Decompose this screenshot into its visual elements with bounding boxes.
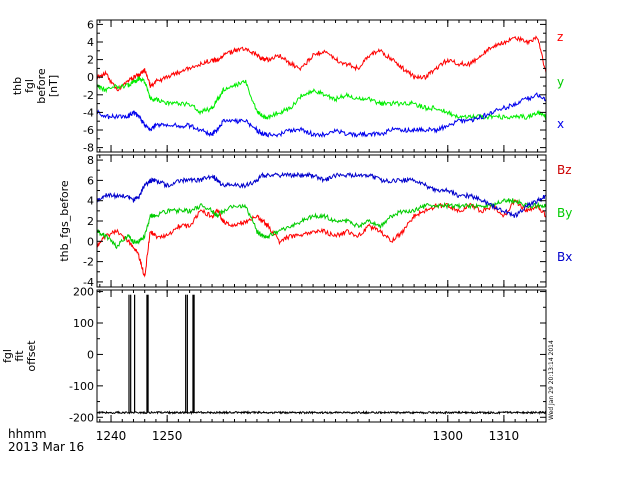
y-tick-label: 4 [87,195,94,208]
panel-frame [96,19,547,153]
legend-label-x: x [557,117,564,131]
y-tick-label: 2 [87,215,94,228]
series-line-z [97,35,546,92]
x-tick-label: 1310 [489,429,520,443]
legend-label-y: y [557,75,564,89]
y-tick-label: -2 [83,89,94,102]
y-tick-label: -6 [83,124,94,137]
x-tick-label: 1240 [96,429,127,443]
series-line-x [97,92,546,138]
series-line-bx [97,171,546,218]
y-axis-label: fgl [23,79,36,93]
y-tick-label: 0 [87,235,94,248]
series-line-y [97,76,546,122]
y-axis-label: thb [11,77,24,95]
legend-label-z: z [557,30,563,44]
y-tick-label: 0 [87,348,94,361]
x-tick-label: 1250 [152,429,183,443]
y-axis-label: fgl [1,349,14,363]
y-tick-label: -100 [69,380,94,393]
y-tick-label: 0 [87,71,94,84]
x-tick-label: 1300 [433,429,464,443]
y-axis-label: fit [13,350,26,362]
y-tick-label: -4 [83,276,94,289]
y-tick-label: -4 [83,106,94,119]
legend-label-bz: Bz [557,163,572,177]
y-axis-label: offset [25,340,38,372]
footer-time-unit: hhmm [8,427,47,441]
y-axis-label: thb_fgs_before [58,180,71,261]
y-tick-label: 6 [87,174,94,187]
y-tick-label: 6 [87,18,94,31]
print-timestamp: Wed Jan 29 20:13:14 2014 [548,340,555,420]
y-tick-label: 8 [87,154,94,167]
y-tick-label: 2 [87,54,94,67]
y-tick-label: 200 [73,286,94,299]
y-tick-label: -8 [83,142,94,155]
footer-date: 2013 Mar 16 [8,440,84,454]
legend-label-bx: Bx [557,250,572,264]
y-tick-label: -200 [69,411,94,424]
offset-baseline [97,410,546,416]
y-tick-label: 100 [73,317,94,330]
y-axis-label: [nT] [47,75,60,97]
y-tick-label: 4 [87,36,94,49]
y-axis-label: before [35,68,48,104]
y-tick-label: -2 [83,256,94,269]
legend-label-by: By [557,206,572,220]
panel-frame [96,289,547,423]
series-line-by [97,198,546,250]
panel-frame [96,154,547,288]
